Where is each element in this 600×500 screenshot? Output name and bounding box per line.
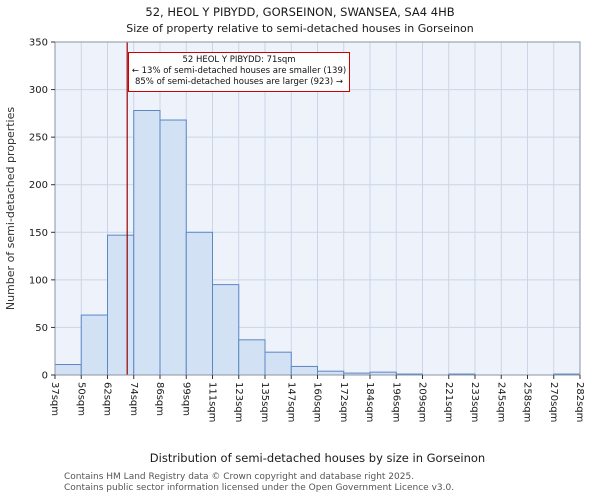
x-tick-label: 172sqm <box>338 382 349 422</box>
y-tick-label: 50 <box>35 323 48 334</box>
x-tick-label: 123sqm <box>233 382 244 422</box>
histogram-bar <box>238 339 266 376</box>
x-tick-label: 196sqm <box>390 382 401 422</box>
marker-annotation-box: 52 HEOL Y PIBYDD: 71sqm ← 13% of semi-de… <box>128 52 350 93</box>
histogram-bar <box>159 119 187 376</box>
footer-line1: Contains HM Land Registry data © Crown c… <box>64 472 415 482</box>
y-tick-label: 0 <box>42 371 48 382</box>
y-tick-label: 200 <box>29 180 48 191</box>
y-tick-label: 300 <box>29 85 48 96</box>
x-tick-label: 221sqm <box>443 382 454 422</box>
histogram-bar <box>317 370 345 376</box>
histogram-bar <box>185 231 213 376</box>
y-tick-label: 150 <box>29 228 48 239</box>
annotation-property-label: 52 HEOL Y PIBYDD: 71sqm <box>182 55 296 65</box>
x-tick-label: 184sqm <box>364 382 375 422</box>
chart-title: 52, HEOL Y PIBYDD, GORSEINON, SWANSEA, S… <box>145 5 455 19</box>
y-tick-label: 350 <box>29 38 48 49</box>
y-axis-label: Number of semi-detached properties <box>4 107 17 310</box>
x-tick-label: 99sqm <box>180 382 191 416</box>
histogram-bar <box>54 364 82 376</box>
x-tick-label: 50sqm <box>75 382 86 416</box>
histogram-bar <box>290 365 318 376</box>
x-tick-label: 160sqm <box>312 382 323 422</box>
chart-subtitle: Size of property relative to semi-detach… <box>126 22 474 35</box>
x-tick-label: 147sqm <box>285 382 296 422</box>
x-tick-label: 135sqm <box>259 382 270 422</box>
x-tick-label: 86sqm <box>154 382 165 416</box>
x-tick-label: 111sqm <box>207 382 218 422</box>
x-tick-label: 62sqm <box>102 382 113 416</box>
x-tick-label: 233sqm <box>469 382 480 422</box>
attribution-footer: Contains HM Land Registry data © Crown c… <box>64 472 454 494</box>
y-tick-label: 250 <box>29 133 48 144</box>
x-tick-label: 245sqm <box>495 382 506 422</box>
x-tick-label: 74sqm <box>128 382 139 416</box>
x-tick-label: 282sqm <box>574 382 585 422</box>
histogram-bar <box>80 314 108 376</box>
histogram-bar <box>264 351 292 376</box>
histogram-bar <box>133 110 161 376</box>
y-tick-label: 100 <box>29 275 48 286</box>
annotation-larger-stat: 85% of semi-detached houses are larger (… <box>134 77 344 88</box>
x-tick-label: 209sqm <box>417 382 428 422</box>
x-tick-label: 37sqm <box>49 382 60 416</box>
x-tick-label: 258sqm <box>522 382 533 422</box>
histogram-bar <box>212 284 240 376</box>
x-tick-label: 270sqm <box>548 382 559 422</box>
footer-line2: Contains public sector information licen… <box>64 482 455 493</box>
x-axis-label: Distribution of semi-detached houses by … <box>150 451 485 465</box>
histogram-bar <box>107 234 135 376</box>
annotation-smaller-stat: ← 13% of semi-detached houses are smalle… <box>131 66 347 77</box>
